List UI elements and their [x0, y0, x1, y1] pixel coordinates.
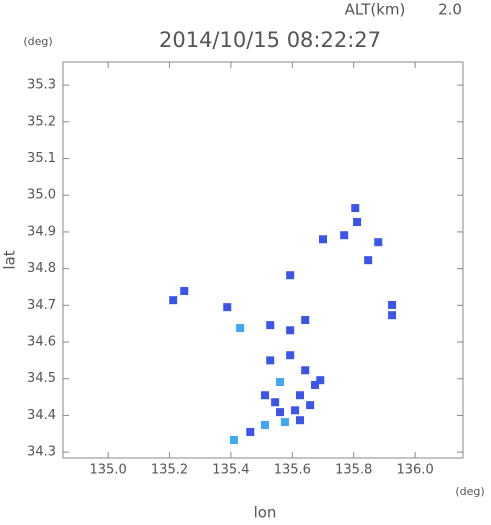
- echo-cell: [374, 238, 383, 247]
- y-tick-label: 35.2: [27, 114, 56, 129]
- y-tick-label: 35.1: [27, 151, 56, 166]
- echo-cell: [316, 376, 325, 385]
- y-unit: (deg): [23, 35, 52, 48]
- x-tick-label: 136.0: [397, 463, 434, 478]
- x-tick-label: 135.0: [90, 463, 127, 478]
- echo-cell: [266, 356, 275, 365]
- echo-cell: [280, 418, 289, 427]
- echo-cell: [351, 204, 360, 213]
- x-tick-label: 135.8: [335, 463, 372, 478]
- y-tick-label: 34.4: [27, 408, 56, 423]
- echo-cell: [271, 398, 280, 407]
- echo-cell: [223, 303, 232, 312]
- echo-cell: [311, 380, 320, 389]
- echo-cell: [260, 391, 269, 400]
- echo-cell: [388, 311, 397, 320]
- echo-cell: [276, 408, 285, 417]
- altitude-label: ALT(km): [345, 1, 406, 19]
- chart-title: 2014/10/15 08:22:27: [159, 28, 381, 52]
- echo-cell: [295, 391, 304, 400]
- echo-cell: [295, 416, 304, 425]
- y-tick-label: 34.7: [27, 298, 56, 313]
- echo-cell: [286, 326, 295, 335]
- echo-cell: [306, 401, 315, 410]
- y-tick-label: 35.3: [27, 78, 56, 93]
- echo-cell: [260, 420, 269, 429]
- x-unit: (deg): [455, 485, 484, 498]
- echo-cell: [364, 256, 373, 265]
- y-axis-label: lat: [1, 250, 19, 269]
- echo-cell: [266, 321, 275, 330]
- echo-cell: [229, 436, 238, 445]
- echo-cell: [291, 406, 300, 415]
- x-tick-label: 135.2: [151, 463, 188, 478]
- echo-cell: [301, 316, 310, 325]
- echo-cell: [286, 271, 295, 280]
- echo-cell: [340, 231, 349, 240]
- y-tick-label: 35.0: [27, 188, 56, 203]
- y-tick-label: 34.3: [27, 445, 56, 460]
- echo-cell: [169, 296, 178, 305]
- echo-cell: [276, 378, 285, 387]
- echo-cell: [353, 218, 362, 227]
- echo-cell: [388, 300, 397, 309]
- echo-cell: [286, 351, 295, 360]
- x-tick-label: 135.6: [274, 463, 311, 478]
- x-tick-label: 135.4: [212, 463, 249, 478]
- echo-cell: [180, 287, 189, 296]
- x-axis-label: lon: [254, 504, 277, 522]
- echo-cell: [301, 366, 310, 375]
- echo-cell: [236, 324, 245, 333]
- plot-frame: [62, 61, 464, 459]
- y-tick-label: 34.8: [27, 261, 56, 276]
- y-tick-label: 34.5: [27, 371, 56, 386]
- y-tick-label: 34.9: [27, 224, 56, 239]
- echo-cell: [319, 235, 328, 244]
- echo-cell: [246, 427, 255, 436]
- altitude-value: 2.0: [438, 1, 462, 19]
- y-tick-label: 34.6: [27, 335, 56, 350]
